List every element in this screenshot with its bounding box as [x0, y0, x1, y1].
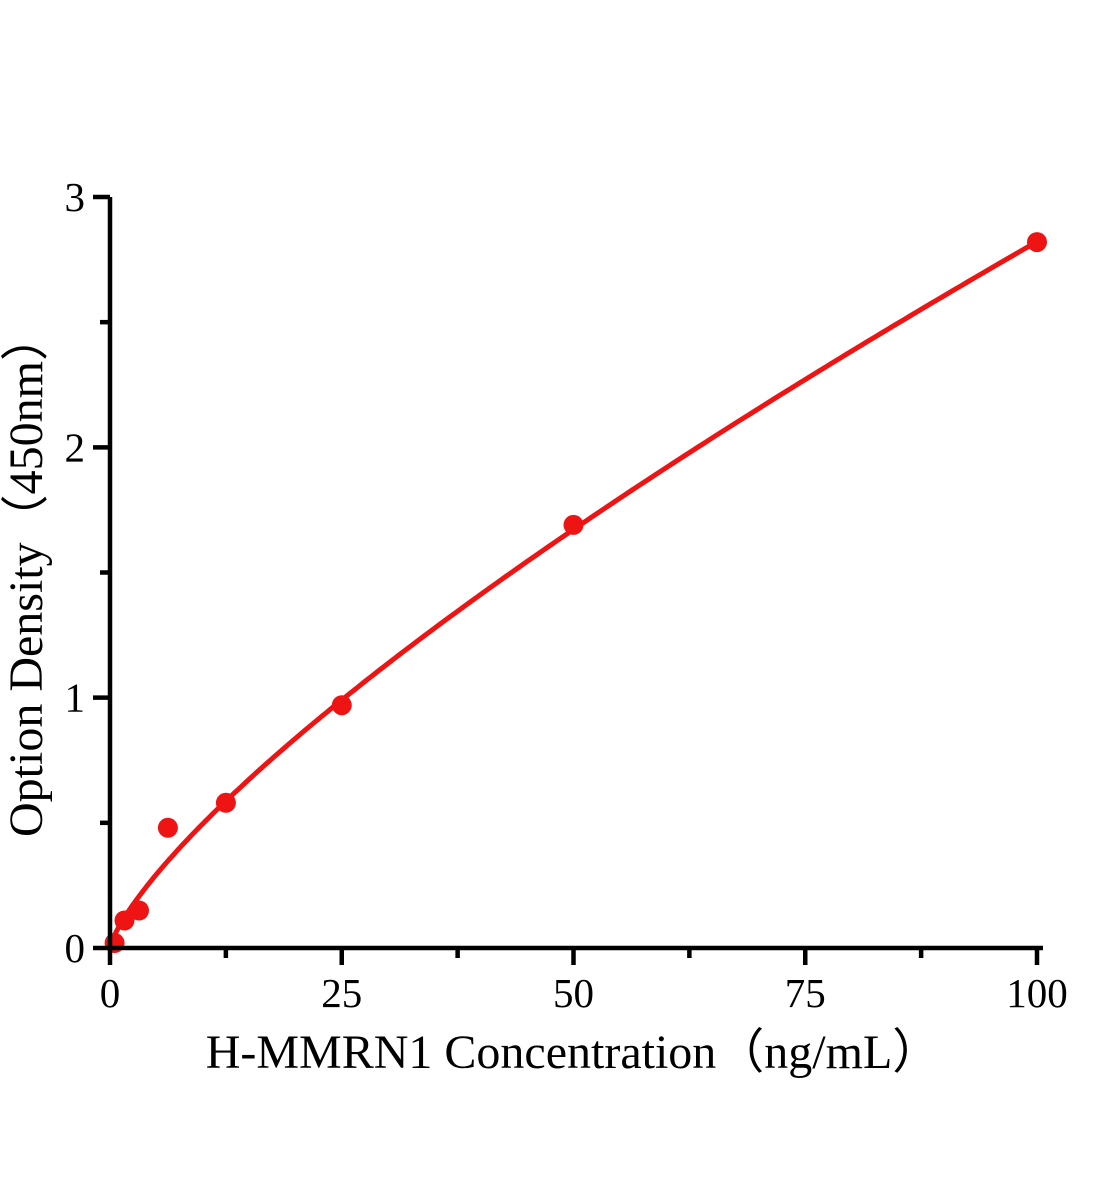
axis-layer: 0 1 2 3 0 25 50 75 100 — [65, 174, 1068, 1016]
y-tick-label: 2 — [65, 424, 86, 470]
y-tick-label: 3 — [65, 174, 86, 220]
y-tick-label: 0 — [65, 925, 86, 971]
fit-curve — [107, 239, 1040, 951]
data-point — [215, 792, 236, 813]
data-point — [157, 817, 178, 838]
x-tick-label: 50 — [553, 970, 594, 1016]
data-point — [331, 695, 352, 716]
x-tick-label: 25 — [321, 970, 362, 1016]
data-series-layer — [104, 232, 1047, 953]
y-tick-label: 1 — [65, 675, 86, 721]
x-axis-label: H-MMRN1 Concentration（ng/mL） — [206, 1026, 941, 1079]
x-tick-label: 100 — [1006, 970, 1068, 1016]
axis-spines — [107, 197, 1043, 951]
y-axis-label: Option Density（450nm） — [0, 313, 53, 837]
data-point — [114, 910, 135, 931]
data-point — [563, 514, 584, 535]
data-point — [1027, 232, 1047, 253]
data-point — [129, 900, 149, 921]
x-tick-label: 75 — [785, 970, 826, 1016]
x-tick-label: 0 — [100, 970, 121, 1016]
